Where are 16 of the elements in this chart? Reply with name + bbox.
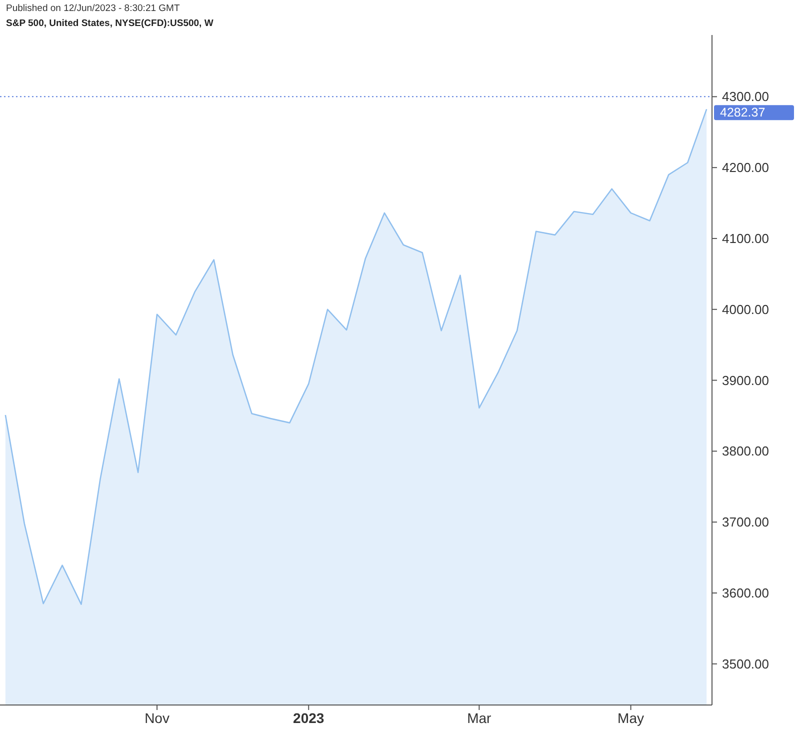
y-tick-label: 3600.00 bbox=[722, 586, 769, 601]
chart-title: S&P 500, United States, NYSE(CFD):US500, W bbox=[6, 18, 214, 29]
chart-subtitle: Published on 12/Jun/2023 - 8:30:21 GMT bbox=[6, 3, 180, 14]
annotation: 4282.37 bbox=[720, 106, 766, 120]
y-tick-label: 3800.00 bbox=[722, 444, 769, 459]
y-tick-label: 4000.00 bbox=[722, 302, 769, 317]
y-tick-label: 4200.00 bbox=[722, 160, 769, 176]
x-tick-label: 2023 bbox=[293, 710, 324, 726]
x-tick-label: May bbox=[618, 710, 644, 726]
y-tick-label: 3700.00 bbox=[722, 514, 769, 530]
y-tick-label: 3900.00 bbox=[722, 372, 769, 388]
x-tick-label: Nov bbox=[144, 710, 170, 726]
y-tick-label: 4300.00 bbox=[722, 89, 769, 104]
y-tick-label: 3500.00 bbox=[722, 656, 769, 672]
y-tick-label: 4100.00 bbox=[722, 231, 769, 246]
x-tick-label: Mar bbox=[467, 710, 492, 726]
